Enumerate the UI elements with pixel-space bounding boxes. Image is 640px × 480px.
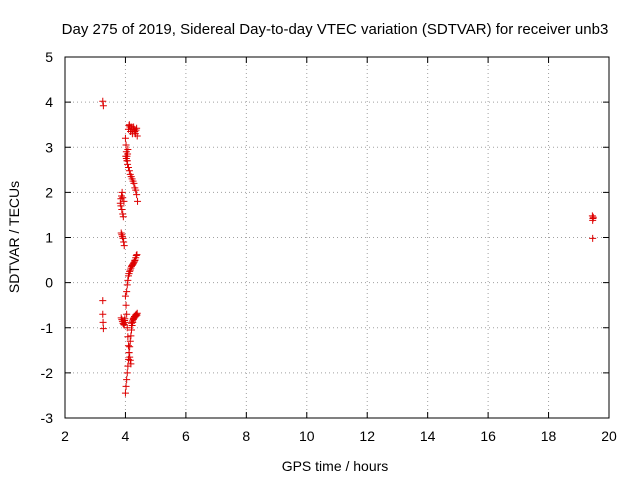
y-tick-label: 2: [45, 184, 53, 200]
data-point: [133, 132, 141, 140]
x-tick-label: 2: [61, 428, 69, 444]
data-point: [123, 369, 131, 377]
data-point: [133, 251, 141, 259]
data-point: [124, 160, 132, 168]
data-point: [123, 281, 131, 289]
data-point: [124, 146, 132, 154]
x-axis-label: GPS time / hours: [282, 458, 389, 474]
chart-title: Day 275 of 2019, Sidereal Day-to-day VTE…: [62, 21, 609, 38]
data-point: [133, 124, 141, 132]
data-point: [126, 266, 134, 274]
data-point: [117, 229, 125, 237]
data-point: [121, 318, 129, 326]
data-point: [122, 301, 130, 309]
data-point: [99, 97, 107, 105]
data-point: [119, 194, 127, 202]
data-point: [125, 167, 133, 175]
data-point: [589, 234, 597, 242]
y-tick-label: 4: [45, 94, 53, 110]
data-point: [127, 332, 135, 340]
data-point: [127, 326, 135, 334]
data-point: [124, 333, 132, 341]
data-point: [123, 324, 131, 332]
data-point: [133, 191, 141, 199]
grid: [65, 57, 609, 418]
data-point: [121, 292, 129, 300]
x-tick-label: 20: [601, 428, 617, 444]
data-point: [589, 213, 597, 221]
y-tick-label: -3: [41, 410, 54, 426]
data-point: [118, 233, 126, 241]
x-tick-label: 6: [182, 428, 190, 444]
data-point: [121, 134, 129, 142]
data-point: [126, 267, 134, 275]
data-point: [133, 311, 141, 319]
data-point: [99, 102, 107, 110]
x-tick-label: 10: [299, 428, 315, 444]
data-point: [121, 317, 129, 325]
y-tick-label: 3: [45, 139, 53, 155]
data-point: [123, 376, 131, 384]
data-point: [99, 310, 107, 318]
x-tick-label: 4: [122, 428, 130, 444]
y-tick-label: -2: [41, 365, 54, 381]
data-point: [120, 238, 128, 246]
data-point: [99, 297, 107, 305]
x-tick-label: 14: [420, 428, 436, 444]
data-point: [120, 320, 128, 328]
data-point: [122, 141, 130, 149]
axis-ticks: [64, 56, 610, 419]
data-point: [119, 234, 127, 242]
data-point: [126, 353, 134, 361]
data-point: [124, 164, 132, 172]
data-point: [122, 382, 130, 390]
y-tick-label: 0: [45, 275, 53, 291]
data-point: [118, 192, 126, 200]
data-point: [126, 337, 134, 345]
data-point: [119, 213, 127, 221]
data-point: [131, 257, 139, 265]
data-point: [131, 313, 139, 321]
data-point: [117, 202, 125, 210]
x-tick-label: 12: [359, 428, 375, 444]
data-point: [120, 197, 128, 205]
data-point: [118, 206, 126, 214]
data-point: [132, 126, 140, 134]
y-tick-label: 1: [45, 230, 53, 246]
data-point: [132, 312, 140, 320]
data-point: [124, 342, 132, 350]
x-tick-label: 18: [541, 428, 557, 444]
data-point: [134, 197, 142, 205]
data-point: [132, 252, 140, 260]
data-point: [118, 231, 126, 239]
data-point: [128, 261, 136, 269]
y-tick-label: -1: [41, 320, 54, 336]
y-axis-label: SDTVAR / TECUs: [6, 181, 22, 293]
x-tick-label: 8: [242, 428, 250, 444]
data-point: [126, 356, 134, 364]
data-point: [589, 216, 597, 224]
data-point: [124, 276, 132, 284]
data-point: [118, 188, 126, 196]
data-point: [99, 325, 107, 333]
data-point: [127, 360, 135, 368]
data-point: [126, 343, 134, 351]
data-point: [123, 310, 131, 318]
data-point: [99, 318, 107, 326]
data-point: [121, 389, 129, 397]
y-tick-label: 5: [45, 49, 53, 65]
data-points: [99, 97, 597, 397]
data-point: [125, 349, 133, 357]
data-point: [120, 242, 128, 250]
data-point: [123, 157, 131, 165]
data-point: [123, 288, 131, 296]
x-tick-label: 16: [480, 428, 496, 444]
data-point: [130, 179, 138, 187]
data-point: [132, 186, 140, 194]
